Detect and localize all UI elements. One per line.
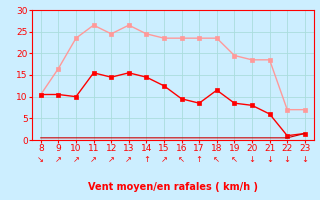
Text: ↗: ↗ bbox=[161, 156, 167, 164]
Text: ↓: ↓ bbox=[249, 156, 255, 164]
Text: ↗: ↗ bbox=[90, 156, 97, 164]
Text: ↓: ↓ bbox=[266, 156, 273, 164]
Text: ↗: ↗ bbox=[55, 156, 62, 164]
Text: ↑: ↑ bbox=[143, 156, 150, 164]
Text: ↓: ↓ bbox=[284, 156, 291, 164]
Text: ↗: ↗ bbox=[108, 156, 115, 164]
Text: ↖: ↖ bbox=[213, 156, 220, 164]
Text: ↑: ↑ bbox=[196, 156, 203, 164]
Text: ↘: ↘ bbox=[37, 156, 44, 164]
Text: ↗: ↗ bbox=[125, 156, 132, 164]
Text: ↓: ↓ bbox=[301, 156, 308, 164]
Text: Vent moyen/en rafales ( km/h ): Vent moyen/en rafales ( km/h ) bbox=[88, 182, 258, 192]
Text: ↖: ↖ bbox=[231, 156, 238, 164]
Text: ↗: ↗ bbox=[73, 156, 79, 164]
Text: ↖: ↖ bbox=[178, 156, 185, 164]
